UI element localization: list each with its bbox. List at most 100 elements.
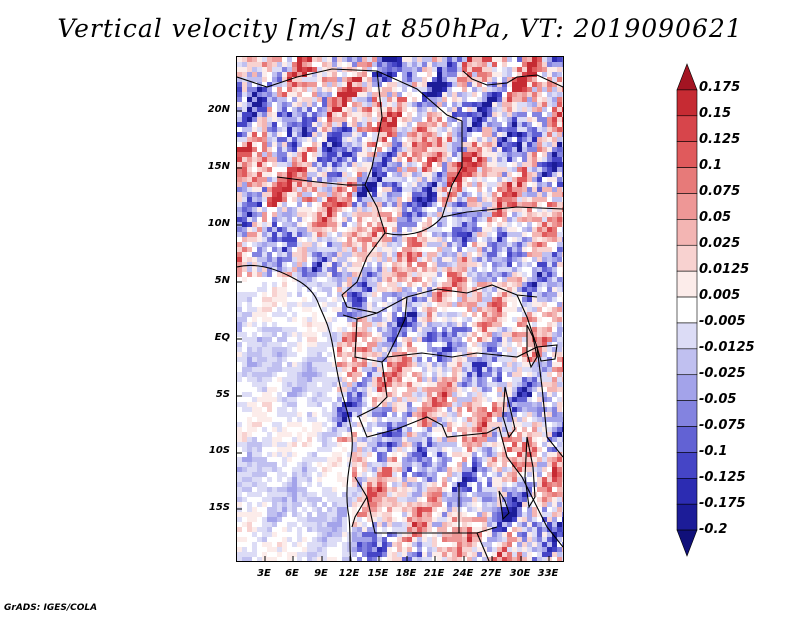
field-cell bbox=[352, 457, 357, 462]
field-cell bbox=[302, 437, 307, 442]
field-cell bbox=[427, 252, 432, 257]
field-cell bbox=[447, 187, 452, 192]
field-cell bbox=[352, 317, 357, 322]
field-cell bbox=[267, 87, 272, 92]
vertical-velocity-field bbox=[237, 57, 563, 561]
field-cell bbox=[352, 237, 357, 242]
field-cell bbox=[392, 217, 397, 222]
field-cell bbox=[362, 322, 367, 327]
field-cell bbox=[412, 227, 417, 232]
field-cell bbox=[292, 117, 297, 122]
field-cell bbox=[457, 367, 462, 372]
field-cell bbox=[387, 207, 392, 212]
field-cell bbox=[402, 447, 407, 452]
field-cell bbox=[382, 412, 387, 417]
field-cell bbox=[247, 372, 252, 377]
field-cell bbox=[287, 452, 292, 457]
field-cell bbox=[482, 307, 487, 312]
field-cell bbox=[437, 57, 442, 62]
field-cell bbox=[517, 402, 522, 407]
field-cell bbox=[407, 432, 412, 437]
field-cell bbox=[527, 377, 532, 382]
field-cell bbox=[417, 277, 422, 282]
field-cell bbox=[472, 412, 477, 417]
field-cell bbox=[532, 222, 537, 227]
field-cell bbox=[407, 272, 412, 277]
field-cell bbox=[532, 432, 537, 437]
field-cell bbox=[407, 247, 412, 252]
field-cell bbox=[277, 162, 282, 167]
field-cell bbox=[422, 217, 427, 222]
field-cell bbox=[477, 202, 482, 207]
field-cell bbox=[552, 437, 557, 442]
field-cell bbox=[407, 172, 412, 177]
field-cell bbox=[387, 127, 392, 132]
field-cell bbox=[472, 287, 477, 292]
field-cell bbox=[357, 447, 362, 452]
field-cell bbox=[562, 342, 563, 347]
field-cell bbox=[267, 302, 272, 307]
field-cell bbox=[322, 142, 327, 147]
field-cell bbox=[477, 227, 482, 232]
field-cell bbox=[292, 102, 297, 107]
field-cell bbox=[562, 402, 563, 407]
field-cell bbox=[537, 267, 542, 272]
field-cell bbox=[432, 87, 437, 92]
field-cell bbox=[327, 132, 332, 137]
field-cell bbox=[452, 332, 457, 337]
field-cell bbox=[332, 227, 337, 232]
field-cell bbox=[317, 212, 322, 217]
field-cell bbox=[437, 162, 442, 167]
field-cell bbox=[342, 392, 347, 397]
field-cell bbox=[372, 447, 377, 452]
field-cell bbox=[387, 442, 392, 447]
field-cell bbox=[292, 357, 297, 362]
field-cell bbox=[552, 442, 557, 447]
field-cell bbox=[332, 167, 337, 172]
field-cell bbox=[332, 172, 337, 177]
field-cell bbox=[422, 417, 427, 422]
field-cell bbox=[512, 367, 517, 372]
field-cell bbox=[382, 182, 387, 187]
field-cell bbox=[337, 247, 342, 252]
field-cell bbox=[407, 307, 412, 312]
field-cell bbox=[442, 312, 447, 317]
field-cell bbox=[357, 172, 362, 177]
field-cell bbox=[407, 67, 412, 72]
field-cell bbox=[442, 377, 447, 382]
field-cell bbox=[522, 117, 527, 122]
field-cell bbox=[487, 277, 492, 282]
field-cell bbox=[497, 397, 502, 402]
field-cell bbox=[482, 132, 487, 137]
field-cell bbox=[472, 237, 477, 242]
field-cell bbox=[402, 337, 407, 342]
field-cell bbox=[362, 442, 367, 447]
field-cell bbox=[432, 362, 437, 367]
field-cell bbox=[532, 67, 537, 72]
field-cell bbox=[517, 357, 522, 362]
field-cell bbox=[552, 287, 557, 292]
field-cell bbox=[307, 237, 312, 242]
field-cell bbox=[302, 147, 307, 152]
field-cell bbox=[422, 347, 427, 352]
field-cell bbox=[262, 197, 267, 202]
field-cell bbox=[317, 312, 322, 317]
field-cell bbox=[362, 217, 367, 222]
field-cell bbox=[502, 142, 507, 147]
field-cell bbox=[272, 392, 277, 397]
field-cell bbox=[317, 342, 322, 347]
field-cell bbox=[247, 117, 252, 122]
field-cell bbox=[327, 82, 332, 87]
field-cell bbox=[297, 212, 302, 217]
field-cell bbox=[392, 87, 397, 92]
field-cell bbox=[392, 202, 397, 207]
field-cell bbox=[422, 412, 427, 417]
field-cell bbox=[277, 242, 282, 247]
field-cell bbox=[432, 237, 437, 242]
field-cell bbox=[387, 312, 392, 317]
field-cell bbox=[362, 302, 367, 307]
field-cell bbox=[542, 372, 547, 377]
field-cell bbox=[422, 87, 427, 92]
field-cell bbox=[412, 427, 417, 432]
field-cell bbox=[502, 317, 507, 322]
